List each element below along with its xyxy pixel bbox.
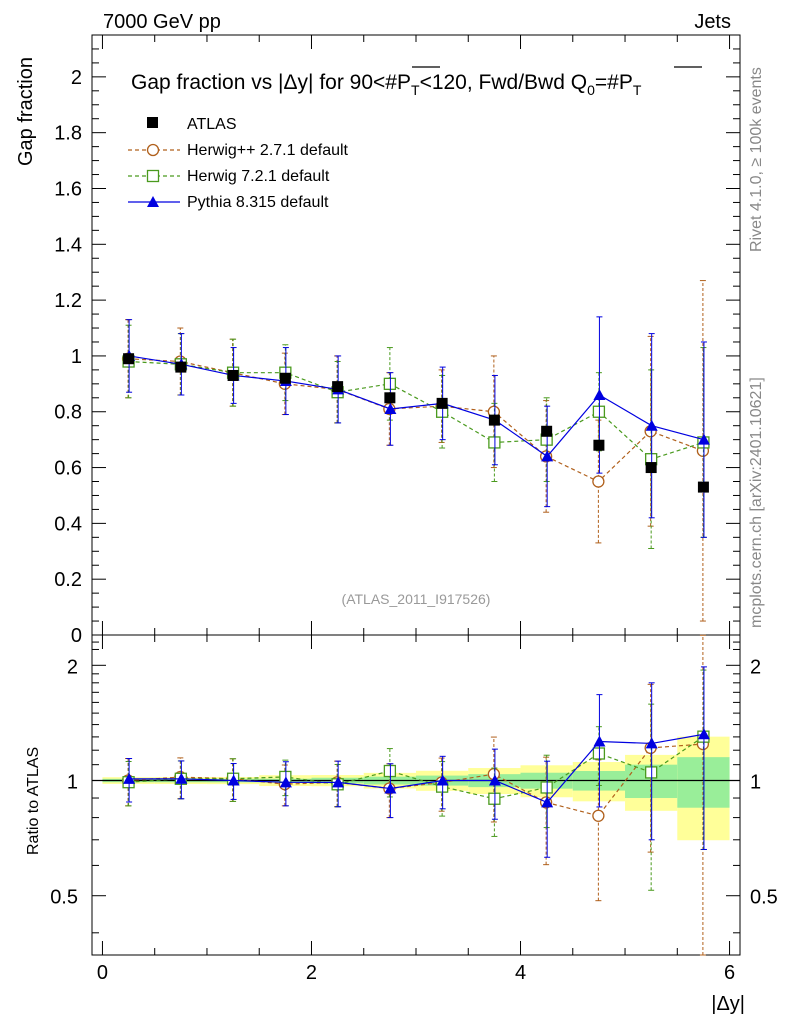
point-pythia-8-315-default	[593, 735, 606, 747]
point-atlas	[488, 414, 500, 426]
point-atlas	[436, 397, 448, 409]
point-atlas	[279, 372, 291, 384]
ratio-tick-label: 1	[67, 772, 78, 794]
legend-herwig7-marker	[146, 169, 160, 183]
legend: ATLAS Herwig++ 2.7.1 default Herwig 7.2.…	[128, 116, 349, 211]
energy-label: 7000 GeV pp	[103, 11, 221, 33]
y-tick-label: 1.4	[54, 234, 82, 256]
point-pythia-8-315-default	[436, 774, 449, 786]
chart-title: Gap fraction vs |Δy| for 90<#PT<120, Fwd…	[131, 71, 642, 98]
y-tick-label: 0.6	[54, 458, 82, 480]
point-pythia-8-315-default	[488, 774, 501, 786]
ratio-tick-label-right: 0.5	[750, 887, 778, 909]
point-pythia-8-315-default	[227, 774, 240, 786]
ratio-line-herwig-2-7-1-default	[128, 743, 703, 817]
legend-atlas-label: ATLAS	[187, 116, 237, 133]
point-atlas	[593, 439, 605, 451]
point-herwig-7-2-1-default	[645, 766, 658, 779]
point-pythia-8-315-default	[384, 782, 397, 794]
y-tick-label: 0	[71, 625, 82, 647]
x-axis-title: |Δy|	[711, 993, 745, 1015]
point-atlas	[332, 381, 344, 393]
legend-pythia-label: Pythia 8.315 default	[187, 194, 329, 211]
point-atlas	[384, 392, 396, 404]
point-herwig-2-7-1-default	[592, 475, 605, 488]
point-pythia-8-315-default	[279, 776, 292, 788]
series-line-pythia-8-315-default	[129, 355, 705, 458]
point-pythia-8-315-default	[384, 402, 397, 414]
point-herwig-7-2-1-default	[383, 377, 397, 390]
point-pythia-8-315-default	[645, 419, 658, 431]
point-pythia-8-315-default	[541, 796, 554, 808]
legend-herwigpp-marker	[146, 143, 160, 157]
y-tick-label: 1.2	[54, 290, 82, 312]
point-herwig-7-2-1-default	[488, 792, 501, 805]
legend-pythia-marker	[147, 196, 159, 207]
x-tick-label: 6	[724, 962, 735, 984]
data-marks	[121, 280, 710, 956]
ratio-tick-label: 0.5	[50, 887, 78, 909]
point-atlas	[175, 361, 187, 373]
ratio-line-herwig-7-2-1-default	[128, 736, 704, 800]
point-pythia-8-315-default	[541, 450, 554, 462]
point-pythia-8-315-default	[332, 776, 345, 788]
y-tick-label: 2	[71, 67, 82, 89]
x-tick-label: 4	[515, 962, 526, 984]
point-pythia-8-315-default	[697, 728, 710, 740]
x-tick-label: 0	[97, 962, 108, 984]
legend-herwigpp-label: Herwig++ 2.7.1 default	[187, 142, 349, 159]
y-tick-label: 0.4	[54, 513, 82, 535]
ratio-y-axis-title: Ratio to ATLAS	[25, 747, 42, 855]
point-pythia-8-315-default	[697, 433, 710, 445]
legend-herwig7-label: Herwig 7.2.1 default	[187, 168, 330, 185]
y-tick-label: 0.2	[54, 569, 82, 591]
rivet-version-label: Rivet 4.1.0, ≥ 100k events	[748, 67, 765, 252]
mcplots-label: mcplots.cern.ch [arXiv:2401.10621]	[748, 377, 765, 628]
ratio-bands	[92, 736, 740, 841]
point-pythia-8-315-default	[123, 772, 136, 784]
y-tick-label: 0.8	[54, 402, 82, 424]
series-line-herwig-2-7-1-default	[128, 358, 704, 483]
y-tick-label: 1.8	[54, 123, 82, 145]
ratio-tick-label-right: 1	[750, 772, 761, 794]
series-line-herwig-7-2-1-default	[128, 360, 704, 460]
axis-ticks: 0 0.2 0.4 0.6 0.8 1 1.2 1.4 1.6 1.8 2 0 2 4 6 0.5 0.5 1 1 2…	[50, 35, 778, 984]
analysis-label: (ATLAS_2011_I917526)	[342, 591, 491, 607]
y-tick-label: 1	[71, 346, 82, 368]
point-atlas	[227, 369, 239, 381]
point-herwig-2-7-1-default	[592, 809, 605, 822]
point-atlas	[697, 481, 709, 493]
ratio-line-pythia-8-315-default	[129, 733, 705, 804]
point-pythia-8-315-default	[175, 772, 188, 784]
y-tick-label: 1.6	[54, 178, 82, 200]
point-herwig-7-2-1-default	[540, 781, 553, 794]
point-pythia-8-315-default	[593, 389, 606, 400]
y-axis-title: Gap fraction	[15, 57, 37, 166]
point-herwig-7-2-1-default	[592, 747, 606, 760]
point-atlas	[541, 425, 553, 437]
point-herwig-7-2-1-default	[488, 436, 501, 449]
point-herwig-7-2-1-default	[592, 405, 606, 418]
point-atlas	[123, 353, 135, 365]
point-herwig-7-2-1-default	[383, 764, 397, 778]
point-atlas	[645, 462, 657, 474]
legend-atlas-marker	[147, 117, 158, 128]
ratio-tick-label-right: 2	[750, 656, 761, 678]
x-tick-label: 2	[306, 962, 317, 984]
ratio-tick-label: 2	[67, 656, 78, 678]
process-label: Jets	[694, 11, 731, 33]
point-pythia-8-315-default	[645, 737, 658, 749]
